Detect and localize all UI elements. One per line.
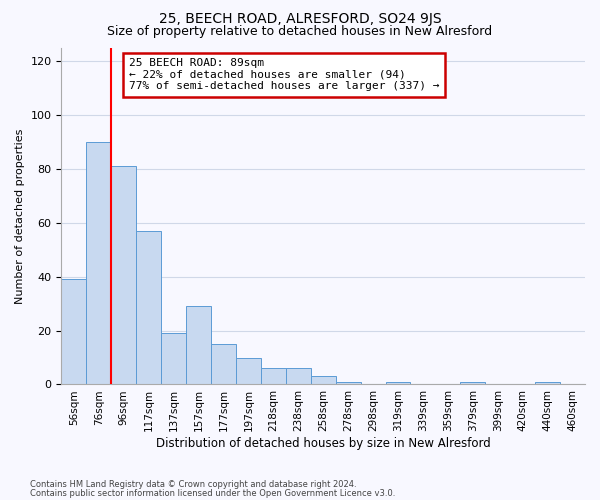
Bar bbox=[311, 376, 335, 384]
Text: Size of property relative to detached houses in New Alresford: Size of property relative to detached ho… bbox=[107, 25, 493, 38]
Bar bbox=[211, 344, 236, 385]
Bar bbox=[86, 142, 111, 384]
Bar bbox=[335, 382, 361, 384]
Bar bbox=[161, 333, 186, 384]
Bar bbox=[111, 166, 136, 384]
Text: 25 BEECH ROAD: 89sqm
← 22% of detached houses are smaller (94)
77% of semi-detac: 25 BEECH ROAD: 89sqm ← 22% of detached h… bbox=[129, 58, 439, 92]
Bar bbox=[286, 368, 311, 384]
Bar bbox=[136, 231, 161, 384]
Text: 25, BEECH ROAD, ALRESFORD, SO24 9JS: 25, BEECH ROAD, ALRESFORD, SO24 9JS bbox=[158, 12, 442, 26]
Bar bbox=[460, 382, 485, 384]
Bar bbox=[186, 306, 211, 384]
Y-axis label: Number of detached properties: Number of detached properties bbox=[15, 128, 25, 304]
Bar bbox=[61, 280, 86, 384]
X-axis label: Distribution of detached houses by size in New Alresford: Distribution of detached houses by size … bbox=[156, 437, 491, 450]
Text: Contains HM Land Registry data © Crown copyright and database right 2024.: Contains HM Land Registry data © Crown c… bbox=[30, 480, 356, 489]
Bar bbox=[535, 382, 560, 384]
Bar bbox=[261, 368, 286, 384]
Text: Contains public sector information licensed under the Open Government Licence v3: Contains public sector information licen… bbox=[30, 488, 395, 498]
Bar bbox=[386, 382, 410, 384]
Bar bbox=[236, 358, 261, 384]
